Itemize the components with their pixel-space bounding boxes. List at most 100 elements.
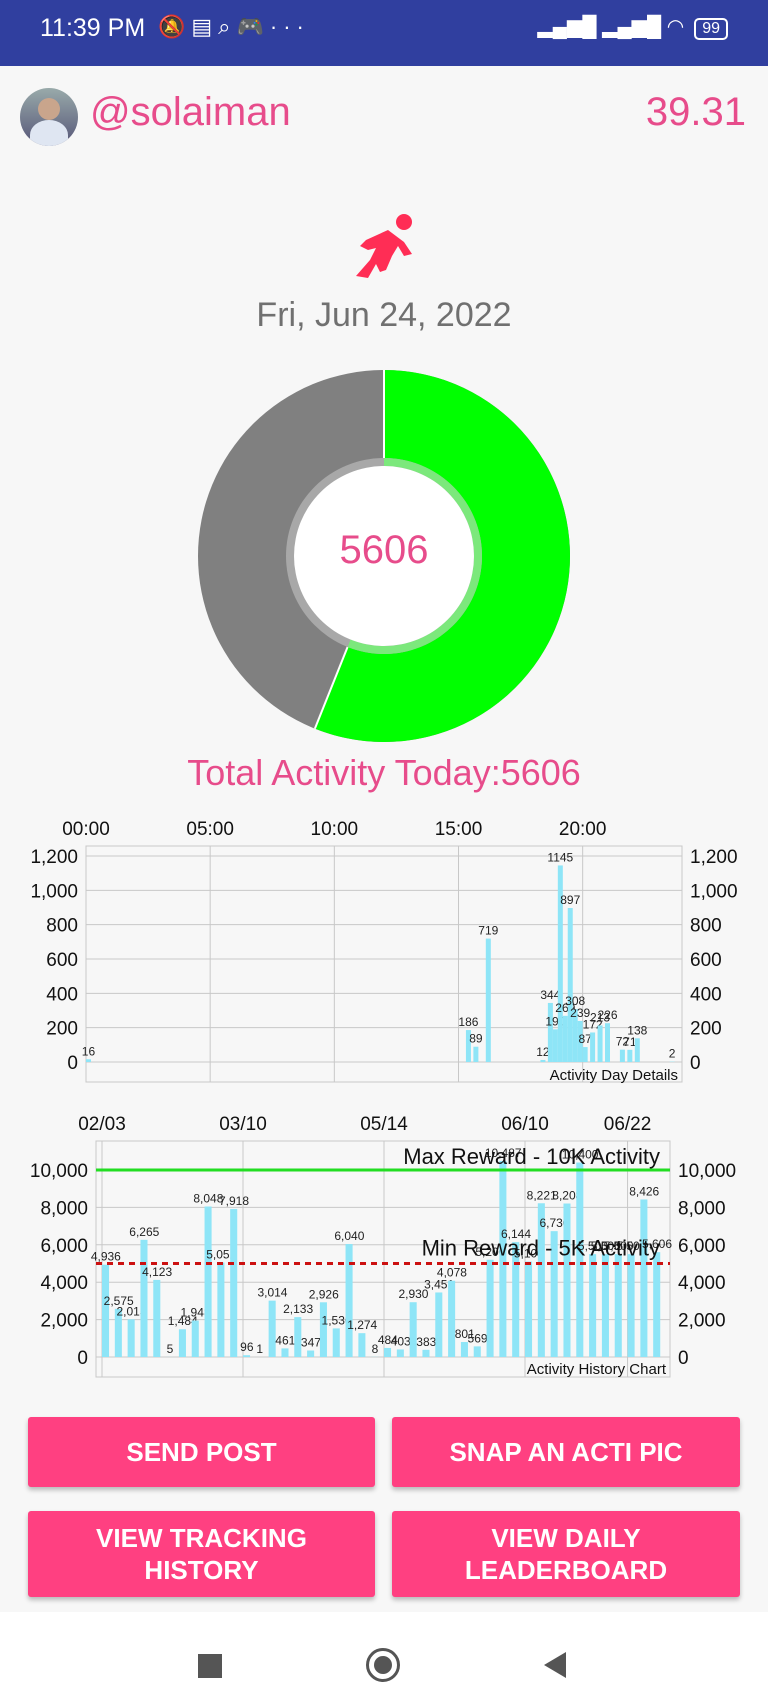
bar — [601, 1254, 609, 1357]
bar — [563, 1203, 571, 1357]
bar-value-label: 2,575 — [104, 1294, 134, 1308]
max-reward-label: Max Reward - 10K Activity — [403, 1144, 660, 1169]
y-tick-label-right: 800 — [690, 916, 722, 937]
bar — [127, 1319, 135, 1357]
bar — [384, 1347, 392, 1357]
profile-header: @solaiman 39.31 — [0, 66, 768, 166]
bar — [422, 1349, 430, 1357]
y-tick-label-left: 200 — [46, 1019, 78, 1040]
bar-value-label: 383 — [416, 1335, 436, 1349]
bar-value-label: 308 — [565, 994, 585, 1008]
y-tick-label-right: 0 — [678, 1348, 689, 1369]
avatar[interactable] — [20, 88, 78, 146]
bar — [486, 1259, 494, 1357]
bar — [550, 1231, 558, 1357]
view-daily-leaderboard-button[interactable]: VIEW DAILY LEADERBOARD — [392, 1511, 740, 1597]
bar-value-label: 226 — [597, 1008, 617, 1022]
x-tick-label: 06/10 — [501, 1114, 549, 1135]
bar — [572, 1009, 578, 1062]
bar-value-label: 403 — [391, 1334, 411, 1348]
bar-value-label: 2 — [669, 1047, 676, 1061]
y-tick-label-right: 0 — [690, 1053, 701, 1074]
bar-value-label: 6,144 — [501, 1227, 531, 1241]
bar-value-label: 213 — [590, 1010, 610, 1024]
snap-acti-pic-button[interactable]: SNAP AN ACTI PIC — [392, 1417, 740, 1487]
bar-value-label: 239 — [570, 1006, 590, 1020]
bar — [243, 1355, 251, 1357]
bar — [460, 1342, 468, 1357]
y-tick-label-left: 1,200 — [30, 847, 78, 868]
bar-value-label: 8,221 — [527, 1188, 557, 1202]
y-tick-label-right: 600 — [690, 950, 722, 971]
bar — [396, 1349, 404, 1357]
bar — [114, 1308, 122, 1357]
bar-value-label: 5 — [167, 1342, 174, 1356]
x-tick-label: 05/14 — [360, 1114, 408, 1135]
min-reward-label: Min Reward - 5K Activity — [422, 1236, 660, 1261]
bar-value-label: 801 — [455, 1327, 475, 1341]
bar — [409, 1302, 417, 1357]
bar — [590, 1032, 596, 1062]
bar — [332, 1328, 340, 1357]
bar-value-label: 4,936 — [91, 1250, 121, 1264]
bar — [619, 1049, 625, 1062]
bar — [525, 1261, 533, 1357]
bar-value-label: 5,051 — [206, 1248, 236, 1262]
back-icon[interactable] — [544, 1652, 566, 1678]
bar-value-label: 569 — [468, 1331, 488, 1345]
bar-value-label: 3,451 — [424, 1277, 454, 1291]
bar — [465, 1030, 471, 1062]
bar-value-label: 5,500 — [616, 1239, 646, 1253]
y-tick-label-left: 2,000 — [40, 1311, 88, 1332]
bar — [358, 1333, 366, 1357]
y-tick-label-right: 200 — [690, 1019, 722, 1040]
bar-value-label: 5,500 — [604, 1239, 634, 1253]
bar — [217, 1262, 225, 1357]
bar — [140, 1239, 148, 1357]
y-tick-label-right: 1,000 — [690, 881, 738, 902]
donut-hole — [294, 466, 474, 646]
bar-value-label: 2,015 — [116, 1304, 146, 1318]
bar — [540, 1059, 546, 1062]
bar-value-label: 8,208 — [552, 1189, 582, 1203]
x-tick-label: 06/22 — [604, 1114, 652, 1135]
username[interactable]: @solaiman — [90, 90, 291, 134]
bar-value-label: 89 — [469, 1032, 483, 1046]
bar — [307, 1350, 315, 1357]
bar-value-label: 2,930 — [398, 1287, 428, 1301]
bar-value-label: 12 — [536, 1045, 550, 1059]
view-tracking-history-button[interactable]: VIEW TRACKING HISTORY — [28, 1511, 375, 1597]
bar-value-label: 8,048 — [193, 1192, 223, 1206]
chart-title: Activity History Chart — [527, 1361, 667, 1378]
bar — [627, 1254, 635, 1357]
bar — [562, 1015, 568, 1062]
bar-value-label: 5,500 — [591, 1239, 621, 1253]
y-tick-label-right: 6,000 — [678, 1236, 726, 1257]
status-bar: 11:39 PM 🔕▤⌕🎮··· ▂▄▆█ ▂▄▆█ ◠ 99 — [0, 0, 768, 66]
x-tick-label: 15:00 — [435, 819, 483, 840]
bar — [153, 1279, 161, 1357]
bar-value-label: 1,274 — [347, 1318, 377, 1332]
bar-value-label: 344 — [540, 988, 560, 1002]
bar — [582, 1047, 588, 1062]
bar-value-label: 719 — [478, 924, 498, 938]
y-tick-label-left: 0 — [67, 1053, 78, 1074]
notification-icons: 🔕▤⌕🎮··· — [158, 14, 310, 39]
bar-value-label: 4,078 — [437, 1266, 467, 1280]
donut-divider-end — [313, 646, 349, 730]
bar-value-label: 72 — [616, 1035, 630, 1049]
activity-donut-chart — [198, 370, 570, 742]
recents-icon[interactable] — [198, 1654, 222, 1678]
total-activity-label: Total Activity Today:5606 — [187, 752, 581, 793]
bar — [485, 938, 491, 1062]
bar-value-label: 10,487 — [485, 1146, 522, 1160]
bar-value-label: 4,123 — [142, 1265, 172, 1279]
y-tick-label-right: 400 — [690, 984, 722, 1005]
bar — [499, 1160, 507, 1357]
send-post-button[interactable]: SEND POST — [28, 1417, 375, 1487]
bar — [85, 1059, 91, 1062]
home-icon[interactable] — [366, 1648, 400, 1682]
x-tick-label: 05:00 — [186, 819, 234, 840]
bar — [230, 1208, 238, 1357]
balance: 39.31 — [645, 90, 746, 134]
